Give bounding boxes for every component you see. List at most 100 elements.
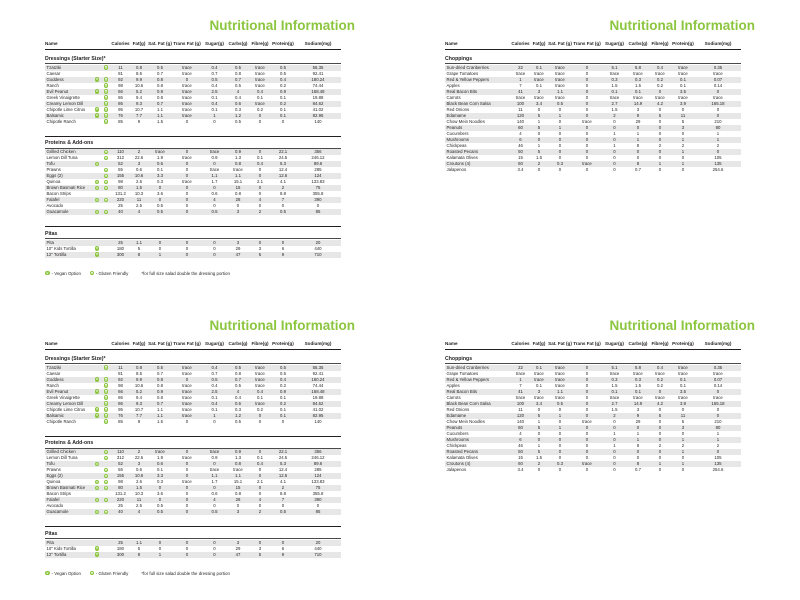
cell-sodium: 89.6 bbox=[313, 461, 323, 466]
section-2: Proteins & Add-ons Grilled Chicken G 110 2 tr… bbox=[45, 435, 341, 515]
cell-calories: 22 bbox=[518, 364, 523, 370]
cell-sugar: 0.3 bbox=[611, 376, 618, 382]
gluten-icon: G bbox=[103, 401, 109, 407]
gluten-icon: G bbox=[103, 119, 109, 125]
cell-carbs: 3 bbox=[636, 106, 640, 112]
cell-sodium: 85 bbox=[315, 509, 321, 514]
row-name: Pita bbox=[46, 539, 54, 545]
cell-sugar: 1.1 bbox=[211, 473, 218, 478]
gluten-icon: G bbox=[103, 155, 109, 161]
cell-fat: trace bbox=[534, 94, 544, 100]
cell-sodium: 0.35 bbox=[713, 364, 723, 370]
section-1: Choppings Sun-dried Cranberries 22 0.1 trace… bbox=[445, 53, 741, 173]
cell-fibre: 0 bbox=[658, 136, 662, 142]
cell-sodium: 92.41 bbox=[312, 70, 324, 76]
cell-sodium: 168.48 bbox=[311, 388, 325, 394]
cell-fibre: trace bbox=[655, 394, 665, 400]
row-name: Evil Peanut bbox=[46, 388, 69, 394]
cell-sodium: 19.88 bbox=[312, 394, 324, 400]
cell-fat: 1.5 bbox=[536, 454, 542, 460]
cell-fat: 3 bbox=[137, 161, 141, 166]
cell-calories: trace bbox=[515, 70, 526, 76]
gluten-cell: G bbox=[101, 101, 111, 107]
cell-sugar: trace bbox=[209, 467, 220, 472]
cell-sat-fat: 0 bbox=[158, 497, 162, 502]
gluten-icon: G bbox=[103, 455, 109, 461]
cell-sat-fat: 0 bbox=[158, 245, 162, 251]
cell-carbs: trace bbox=[633, 94, 643, 100]
vegan-icon: V bbox=[94, 179, 100, 185]
cell-sat-fat: 0 bbox=[558, 406, 562, 412]
cell-sat-fat: trace bbox=[155, 449, 165, 454]
cell-protein: 0.5 bbox=[280, 209, 286, 214]
cell-protein: 0 bbox=[681, 166, 685, 172]
cell-sodium: trace bbox=[713, 394, 723, 400]
cell-sugar: 0.4 bbox=[211, 400, 218, 406]
cell-fibre: 2.1 bbox=[257, 179, 263, 184]
cell-trans-fat: trace bbox=[582, 418, 592, 424]
cell-sugar: 0.5 bbox=[211, 209, 218, 214]
cell-fat: 10.3 bbox=[134, 191, 144, 196]
cell-protein: trace bbox=[678, 370, 688, 376]
cell-sat-fat: 0.5 bbox=[157, 509, 163, 514]
cell-fibre: 0 bbox=[258, 412, 262, 418]
cell-carbs: 4 bbox=[236, 388, 240, 394]
cell-fibre: 0 bbox=[258, 173, 262, 178]
row-name: Quinoa bbox=[46, 179, 61, 184]
cell-protein: 0.9 bbox=[280, 388, 286, 394]
column-header-fat: Fat(g) bbox=[132, 41, 146, 46]
cell-carbs: 1.1 bbox=[235, 173, 241, 178]
cell-fibre: 2 bbox=[658, 442, 662, 448]
cell-sugar: 0 bbox=[613, 148, 616, 154]
cell-trans-fat: 0 bbox=[185, 509, 189, 514]
cell-fibre: 0.1 bbox=[257, 394, 263, 400]
column-header-carbs: Carbs(g) bbox=[228, 341, 248, 346]
cell-fibre: 3 bbox=[258, 545, 262, 551]
section-title: Proteins & Add-ons bbox=[45, 438, 341, 449]
cell-protein: 9 bbox=[281, 251, 285, 257]
table-row: Eggs (2) G 155 10.6 3.3 0 1.1 1.1 0 12.6 124 bbox=[45, 473, 341, 479]
row-name: Brown Basmati Rice bbox=[46, 185, 86, 190]
cell-protein: 5 bbox=[681, 418, 685, 424]
cell-carbs: trace bbox=[633, 70, 643, 76]
table-row: Black Bean Corn Salsa 100 3.4 0.5 0 2.7 14.9 4.… bbox=[445, 100, 741, 107]
cell-fibre: 4 bbox=[258, 497, 262, 502]
cell-trans-fat: 0 bbox=[185, 467, 189, 472]
cell-sat-fat: 0 bbox=[558, 466, 562, 472]
cell-sat-fat: 0 bbox=[558, 448, 562, 454]
cell-sodium: 0 bbox=[716, 148, 720, 154]
cell-protein: 0 bbox=[681, 430, 685, 436]
cell-carbs: 8 bbox=[636, 460, 640, 466]
cell-sat-fat: 0.5 bbox=[157, 209, 163, 214]
cell-sodium: 135 bbox=[714, 160, 722, 166]
cell-sat-fat: 0 bbox=[558, 118, 562, 124]
cell-sat-fat: 0 bbox=[558, 418, 562, 424]
cell-sodium: 140 bbox=[314, 418, 322, 424]
row-name: Sun-dried Cranberries bbox=[446, 64, 489, 70]
table-row: Chipotle Ranch G 85 9 1.5 0 0 0.5 0 0 140 bbox=[45, 119, 341, 125]
cell-fat: trace bbox=[534, 394, 544, 400]
cell-protein: 12.6 bbox=[278, 173, 288, 178]
cell-sodium: trace bbox=[713, 94, 723, 100]
table-row: Cucumbers 4 0 0 0 1 1 0 0 1 bbox=[445, 431, 741, 437]
cell-protein: 0.1 bbox=[280, 94, 286, 100]
cell-protein: 0.4 bbox=[280, 376, 286, 382]
cell-calories: 155 bbox=[116, 173, 125, 178]
cell-protein: 0 bbox=[681, 106, 685, 112]
cell-protein: 0 bbox=[281, 203, 285, 208]
cell-fibre: 0 bbox=[258, 485, 262, 490]
table-row: Cucumbers 4 0 0 0 1 1 0 0 1 bbox=[445, 131, 741, 137]
column-header-sodium: Sodium(mg) bbox=[304, 41, 332, 46]
cell-fat: 0.1 bbox=[536, 364, 542, 370]
cell-sugar: 2.7 bbox=[611, 400, 618, 406]
row-name: Apples bbox=[446, 382, 460, 388]
vegan-icon: V bbox=[94, 89, 100, 94]
row-name: Ranch bbox=[46, 382, 59, 388]
dressing-portion-note: *for full size salad double the dressing… bbox=[141, 570, 230, 576]
row-name: Jalapenos bbox=[446, 166, 467, 172]
vegan-icon: V bbox=[94, 497, 100, 503]
cell-carbs: 1.3 bbox=[235, 155, 241, 160]
column-header-calories: Calories bbox=[511, 341, 530, 346]
cell-sodium: 390 bbox=[314, 197, 322, 202]
cell-fat: 7.7 bbox=[136, 412, 142, 418]
